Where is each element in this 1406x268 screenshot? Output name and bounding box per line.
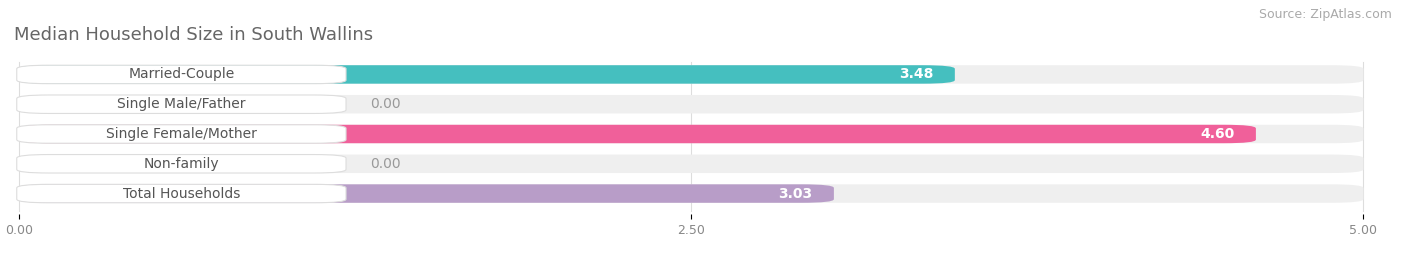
Text: Total Households: Total Households xyxy=(122,187,240,200)
FancyBboxPatch shape xyxy=(20,65,955,84)
FancyBboxPatch shape xyxy=(20,155,1364,173)
FancyBboxPatch shape xyxy=(17,95,346,113)
Text: 0.00: 0.00 xyxy=(370,157,401,171)
FancyBboxPatch shape xyxy=(20,125,1364,143)
FancyBboxPatch shape xyxy=(17,184,346,203)
FancyBboxPatch shape xyxy=(17,125,346,143)
FancyBboxPatch shape xyxy=(20,184,834,203)
Text: Single Male/Father: Single Male/Father xyxy=(117,97,246,111)
Text: 3.03: 3.03 xyxy=(779,187,813,200)
Text: Single Female/Mother: Single Female/Mother xyxy=(105,127,257,141)
FancyBboxPatch shape xyxy=(17,155,346,173)
Text: Median Household Size in South Wallins: Median Household Size in South Wallins xyxy=(14,26,373,44)
Text: Source: ZipAtlas.com: Source: ZipAtlas.com xyxy=(1258,8,1392,21)
Text: Married-Couple: Married-Couple xyxy=(128,68,235,81)
FancyBboxPatch shape xyxy=(20,125,1256,143)
Text: 4.60: 4.60 xyxy=(1201,127,1234,141)
FancyBboxPatch shape xyxy=(20,184,1364,203)
Text: 3.48: 3.48 xyxy=(898,68,934,81)
FancyBboxPatch shape xyxy=(17,65,346,84)
FancyBboxPatch shape xyxy=(20,95,1364,113)
FancyBboxPatch shape xyxy=(20,65,1364,84)
Text: 0.00: 0.00 xyxy=(370,97,401,111)
Text: Non-family: Non-family xyxy=(143,157,219,171)
